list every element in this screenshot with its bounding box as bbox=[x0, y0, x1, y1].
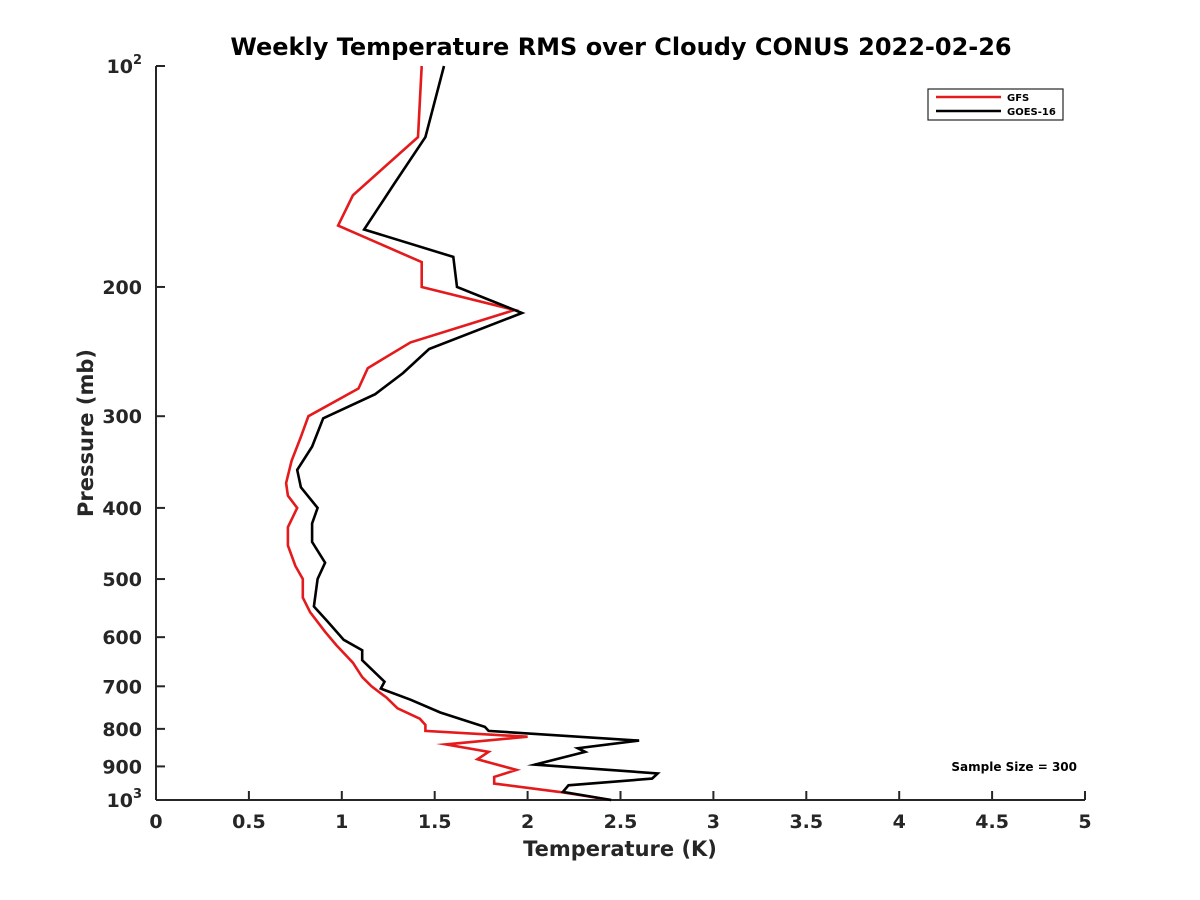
x-tick-label: 4.5 bbox=[975, 811, 1009, 833]
series-layer bbox=[284, 65, 661, 802]
x-tick-label: 1 bbox=[335, 811, 348, 833]
x-tick-label: 3 bbox=[707, 811, 720, 833]
y-tick-base: 10 bbox=[107, 56, 133, 78]
y-axis-label: Pressure (mb) bbox=[74, 349, 98, 517]
legend-label-gfs: GFS bbox=[1007, 93, 1029, 104]
x-tick-label: 1.5 bbox=[418, 811, 452, 833]
x-tick-label: 2 bbox=[521, 811, 534, 833]
y-tick-label: 900 bbox=[102, 756, 142, 778]
series-line-goes-16 bbox=[295, 65, 661, 802]
y-tick-base: 10 bbox=[107, 790, 133, 812]
x-tick-label: 4 bbox=[893, 811, 906, 833]
y-tick-label: 300 bbox=[102, 406, 142, 428]
y-tick-label: 103 bbox=[107, 787, 143, 812]
y-tick-exponent: 2 bbox=[133, 53, 142, 68]
x-axis-label: Temperature (K) bbox=[523, 837, 717, 861]
y-tick-label: 800 bbox=[102, 719, 142, 741]
y-tick-label: 200 bbox=[102, 277, 142, 299]
y-tick-label: 400 bbox=[102, 498, 142, 520]
x-tick-label: 5 bbox=[1078, 811, 1091, 833]
y-tick-label: 700 bbox=[102, 676, 142, 698]
legend-box bbox=[927, 88, 1064, 121]
x-tick-label: 3.5 bbox=[789, 811, 823, 833]
x-tick-label: 0 bbox=[149, 811, 162, 833]
y-tick-label: 102 bbox=[107, 53, 143, 78]
legend: GFS GOES-16 bbox=[927, 88, 1064, 121]
series-line-gfs bbox=[284, 65, 612, 802]
x-ticks: 0 0.5 1 1.5 2 2.5 3 3.5 4 4.5 5 bbox=[149, 791, 1092, 833]
legend-label-goes-16: GOES-16 bbox=[1007, 107, 1056, 118]
y-tick-label: 500 bbox=[102, 569, 142, 591]
y-tick-exponent: 3 bbox=[133, 787, 142, 802]
x-tick-label: 2.5 bbox=[604, 811, 638, 833]
sample-size-annotation: Sample Size = 300 bbox=[951, 760, 1077, 774]
x-tick-label: 0.5 bbox=[232, 811, 266, 833]
y-tick-label: 600 bbox=[102, 627, 142, 649]
chart-title: Weekly Temperature RMS over Cloudy CONUS… bbox=[230, 33, 1011, 61]
